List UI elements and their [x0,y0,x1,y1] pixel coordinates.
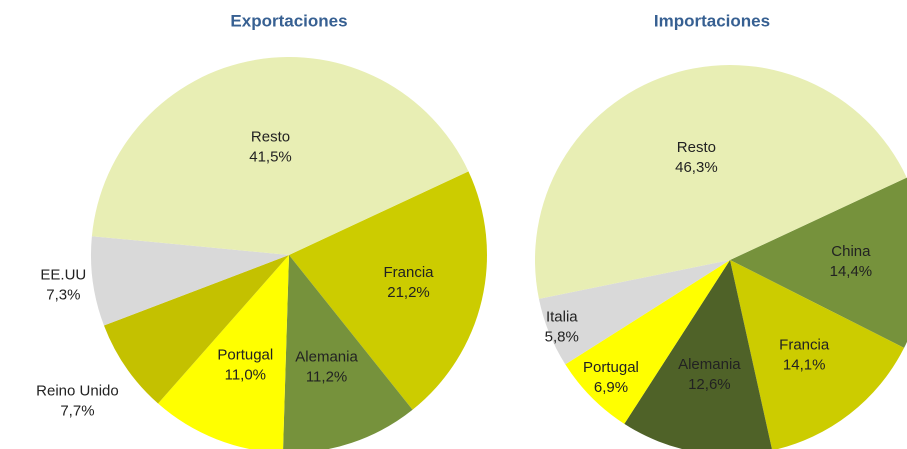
slice-label: EE.UU [40,266,86,283]
slice-label: Alemania [295,349,358,366]
slice-label: Francia [779,336,830,353]
slice-value-label: 14,4% [830,263,873,280]
slice-label: Italia [546,309,578,326]
slice-label: Portugal [217,346,273,363]
pie-slice [624,260,772,449]
slice-value-label: 6,9% [594,379,628,396]
pie-slice [538,260,730,365]
pie-slice [91,236,289,326]
slice-value-label: 7,3% [46,286,80,303]
pie-slice [289,171,487,410]
slice-value-label: 14,1% [783,356,826,373]
pie-slice [565,260,730,424]
slice-value-label: 46,3% [675,159,718,176]
pie-slice [103,255,289,404]
chart-title: Importaciones [654,11,770,30]
slice-label: Francia [384,264,435,281]
slice-label: Resto [251,129,290,146]
slice-value-label: 11,0% [225,366,266,383]
slice-label: Reino Unido [36,383,119,400]
slice-value-label: 21,2% [387,284,430,301]
pie-slice [91,56,469,255]
slice-label: Portugal [583,359,639,376]
slice-value-label: 11,2% [306,369,347,386]
slice-value-label: 7,7% [60,403,94,420]
slice-label: China [831,243,871,260]
slice-label: Alemania [678,356,741,373]
slice-value-label: 5,8% [545,329,579,346]
slice-value-label: 12,6% [688,376,731,393]
slice-value-label: 41,5% [249,149,292,166]
pie-slice [283,255,413,449]
pie-slice [534,64,907,299]
pie-slice [730,260,905,449]
pie-slice [158,255,289,449]
pie-slice [730,177,907,348]
chart-title: Exportaciones [230,11,347,30]
slice-label: Resto [677,139,716,156]
